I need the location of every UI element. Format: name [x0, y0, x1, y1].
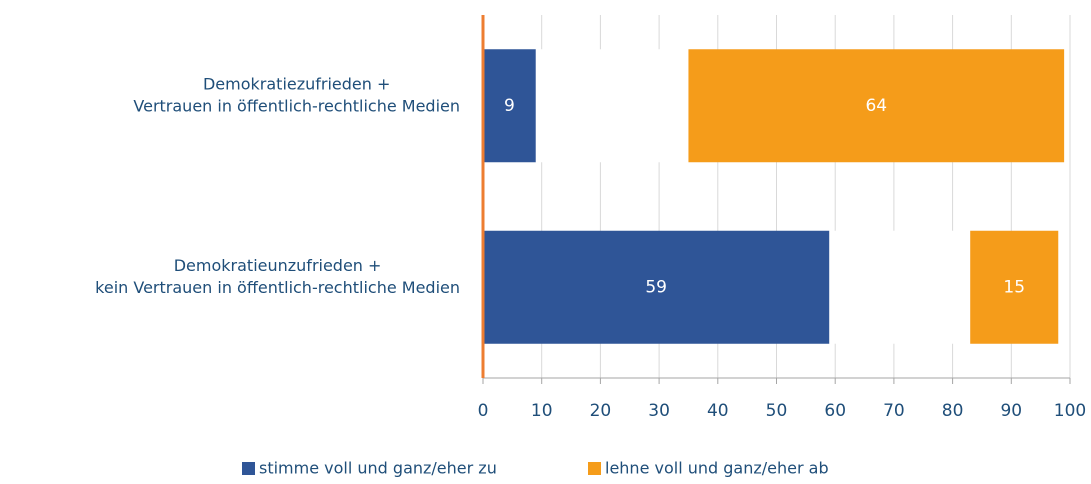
- y-tick-label: Demokratiezufrieden +: [203, 74, 390, 93]
- bar: [483, 230, 830, 344]
- data-label: 26: [601, 96, 623, 116]
- legend-swatch: [242, 462, 255, 475]
- bar: [970, 230, 1059, 344]
- x-tick-label: 90: [1000, 401, 1022, 421]
- x-tick-label: 20: [590, 401, 612, 421]
- x-tick-label: 100: [1054, 401, 1086, 421]
- x-tick-label: 40: [707, 401, 729, 421]
- y-tick-label: kein Vertrauen in öffentlich-rechtliche …: [95, 278, 460, 297]
- y-tick-label: Demokratieunzufrieden +: [174, 256, 382, 275]
- bar: [688, 49, 1065, 163]
- x-tick-label: 60: [824, 401, 846, 421]
- data-label: 59: [645, 277, 667, 297]
- x-tick-label: 50: [766, 401, 788, 421]
- data-label: 9: [504, 96, 515, 116]
- bar: [483, 49, 536, 163]
- data-label: 64: [865, 96, 887, 116]
- bar: [829, 230, 971, 344]
- x-tick-label: 10: [531, 401, 553, 421]
- data-label: 15: [1003, 277, 1025, 297]
- legend-label: stimme voll und ganz/eher zu: [259, 459, 497, 478]
- y-tick-label: Vertrauen in öffentlich-rechtliche Medie…: [133, 96, 460, 115]
- legend-swatch: [588, 462, 601, 475]
- x-tick-label: 70: [883, 401, 905, 421]
- x-tick-label: 30: [648, 401, 670, 421]
- bar: [535, 49, 689, 163]
- legend-label: lehne voll und ganz/eher ab: [605, 459, 829, 478]
- data-label: 24: [889, 277, 911, 297]
- x-tick-label: 0: [478, 401, 489, 421]
- x-tick-label: 80: [942, 401, 964, 421]
